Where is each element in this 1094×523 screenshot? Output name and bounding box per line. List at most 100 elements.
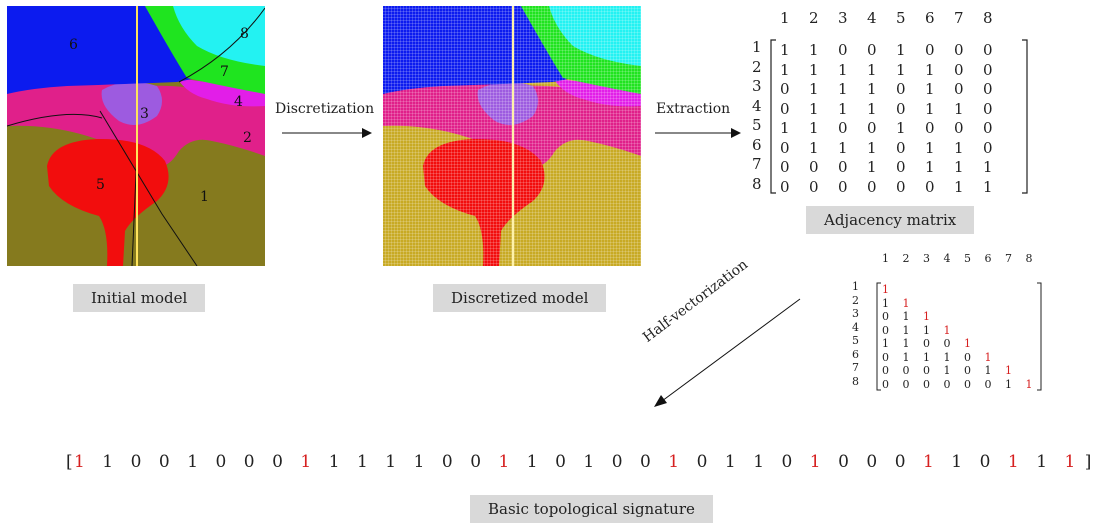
half-matrix-cell: 0 [923,377,930,391]
signature-value: 1 [74,452,85,472]
half-matrix-row-label: 8 [852,374,859,388]
half-matrix-cell: 1 [902,350,910,364]
matrix-cell: 1 [780,60,790,79]
matrix-cell: 1 [780,41,790,59]
half-matrix-cell: 1 [984,350,992,364]
half-matrix-cell: 0 [882,323,889,337]
half-matrix-cell: 1 [923,350,930,364]
adjacency-matrix-caption: Adjacency matrix [806,206,975,234]
matrix-cell: 0 [838,158,848,176]
signature-value: 0 [894,452,906,472]
matrix-cell: 1 [838,99,848,118]
matrix-cell: 1 [809,80,819,98]
half-matrix-cell: 0 [964,377,971,391]
matrix-col-label: 1 [780,9,790,27]
signature-value: 0 [130,452,142,472]
matrix-cell: 0 [983,80,993,98]
matrix-row-label: 6 [752,135,762,154]
matrix-col-label: 3 [838,9,848,27]
half-matrix-col-label: 5 [964,252,971,265]
discretized-model-caption: Discretized model [433,284,607,312]
matrix-cell: 1 [809,138,819,157]
signature-value: 1 [328,452,340,472]
region-label: 3 [140,106,149,122]
matrix-cell: 1 [809,41,819,59]
signature-value: 0 [640,452,651,472]
signature-value: 0 [696,452,708,472]
matrix-cell: 1 [867,80,877,98]
half-matrix-brackets [876,282,1042,391]
matrix-row-label: 8 [752,174,762,193]
matrix-col-label: 6 [925,9,935,27]
matrix-cell: 1 [983,158,993,176]
half-matrix-col-label: 4 [943,252,951,265]
matrix-cell: 1 [867,60,877,79]
half-matrix-row-label: 5 [852,334,859,347]
half-matrix-cell: 0 [923,364,930,377]
matrix-cell: 0 [867,41,877,59]
matrix-cell: 0 [983,99,993,118]
matrix-cell: 1 [954,158,964,176]
signature-value: 0 [866,452,878,472]
signature-value: 0 [611,452,623,472]
half-matrix-cell: 0 [902,377,910,391]
half-matrix-col-label: 8 [1025,252,1033,265]
matrix-cell: 1 [838,80,848,98]
region-6 [7,6,207,94]
matrix-cell: 0 [925,119,935,137]
signature-value: 1 [809,452,821,472]
signature-open-bracket: [ [66,452,73,472]
region-label: 5 [96,177,105,193]
half-matrix-col-label: 1 [882,252,889,265]
matrix-cell: 0 [954,80,964,98]
matrix-cell: 0 [867,177,877,196]
matrix-cell: 1 [867,138,877,157]
half-matrix-row-label: 3 [852,307,859,320]
signature-value: 0 [243,452,255,472]
matrix-cell: 1 [809,60,819,79]
matrix-row-label: 2 [752,57,762,76]
signature-close-bracket: ] [1084,452,1092,472]
signature-value: 1 [583,452,595,472]
matrix-cell: 0 [809,158,819,176]
discretization-arrow [282,128,372,138]
region-label: 6 [69,37,78,53]
half-matrix-cell: 1 [943,364,951,377]
signature-value: 1 [753,452,765,472]
half-matrix-cell: 0 [923,337,930,350]
matrix-col-label: 2 [809,9,819,27]
matrix-cell: 1 [780,119,790,137]
matrix-cell: 1 [925,138,935,157]
half-matrix-col-label: 7 [1005,252,1012,265]
matrix-cell: 0 [780,158,790,176]
signature-value: 1 [187,452,199,472]
half-matrix-row-label: 7 [852,361,859,374]
matrix-cell: 1 [925,80,935,98]
half-matrix-cell: 0 [882,364,889,377]
signature-value: 1 [1064,452,1076,472]
matrix-cell: 0 [780,138,790,157]
signature-value: 0 [470,452,482,472]
half-matrix-cell: 1 [902,310,910,323]
signature-value: 1 [668,452,680,472]
half-matrix-cell: 0 [902,364,910,377]
half-matrix-col-label: 6 [984,252,992,265]
region-label: 7 [220,64,229,80]
boundary-line [7,113,103,127]
signature-value: 1 [724,452,736,472]
half-matrix-row-label: 1 [852,280,859,293]
matrix-cell: 1 [867,158,877,176]
half-matrix-cell: 1 [923,310,930,323]
extraction-label: Extraction [656,101,731,117]
signature-value: 0 [781,452,793,472]
matrix-cell: 0 [954,60,964,79]
signature-value: 1 [951,452,963,472]
signature-value: 1 [498,452,510,472]
matrix-cell: 0 [896,80,906,98]
region-8 [173,6,265,66]
matrix-cell: 1 [983,177,993,196]
signature-value: 1 [102,452,114,472]
matrix-cell: 0 [780,80,790,98]
half-matrix-col-label: 3 [923,252,930,265]
discretized-model-figure [383,6,641,266]
